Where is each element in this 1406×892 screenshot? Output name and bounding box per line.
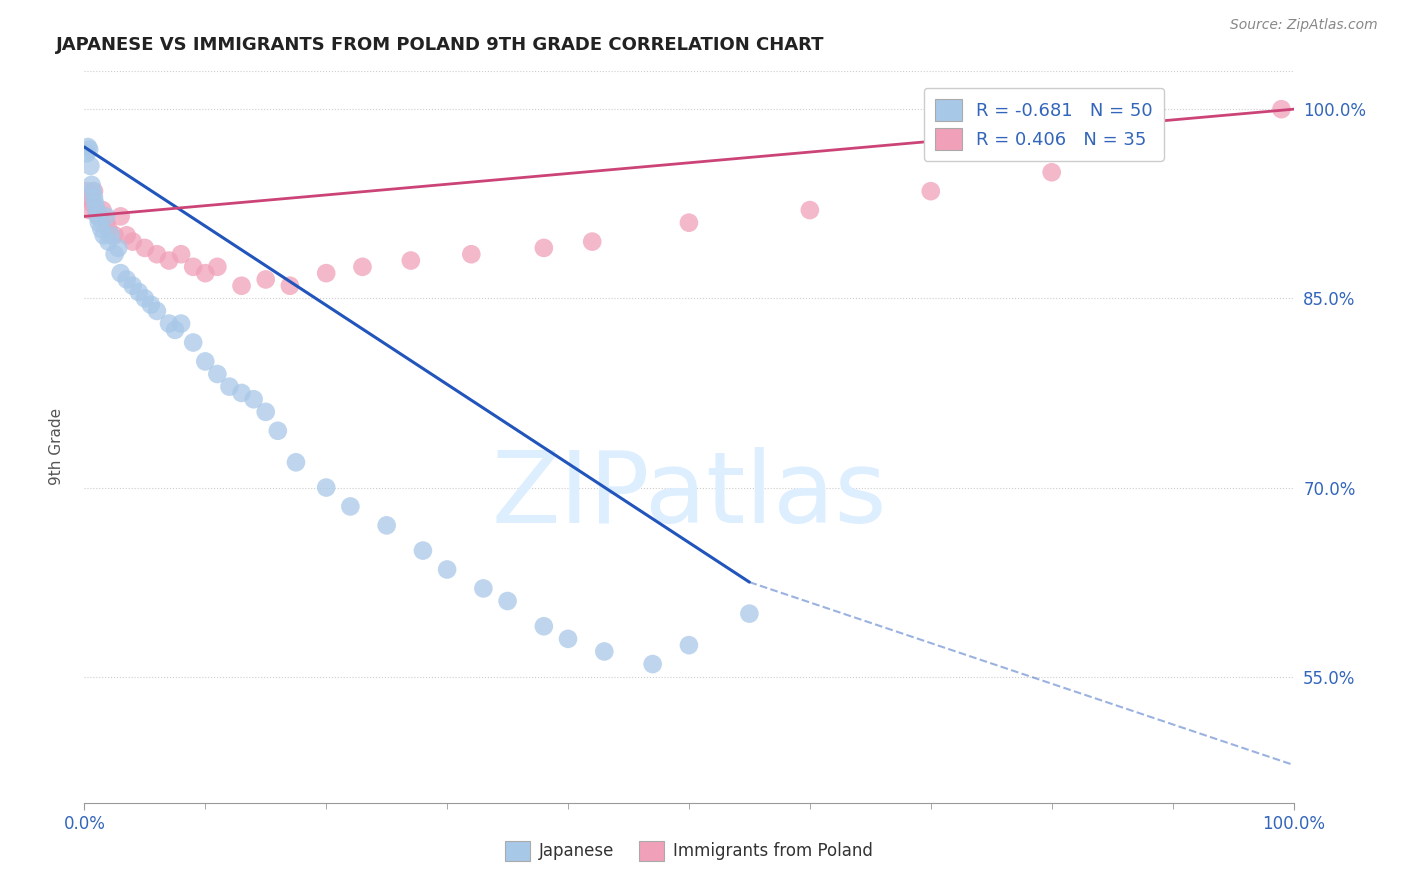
Point (79, 190, 101, 204)
Point (86, 203, 108, 218)
Text: 9th Grade: 9th Grade (49, 408, 65, 484)
Point (139, 298, 162, 312)
Point (170, 317, 193, 331)
Point (110, 210, 132, 224)
Point (194, 266, 217, 280)
Point (641, 657, 664, 671)
Point (146, 247, 169, 261)
Legend: Japanese, Immigrants from Poland: Japanese, Immigrants from Poland (499, 834, 879, 868)
Point (472, 582, 495, 596)
Point (134, 241, 156, 255)
Point (83, 190, 105, 204)
Point (738, 607, 761, 621)
Point (157, 253, 180, 268)
Point (94, 210, 117, 224)
Text: ZIPatlas: ZIPatlas (491, 447, 887, 544)
Point (170, 247, 193, 261)
Point (146, 304, 169, 318)
Point (593, 644, 616, 658)
Point (920, 184, 942, 198)
Point (207, 260, 229, 274)
Point (678, 216, 700, 230)
Point (194, 354, 217, 368)
Point (77, 143, 100, 157)
Point (107, 241, 129, 255)
Point (181, 335, 204, 350)
Point (254, 405, 277, 419)
Point (77, 140, 100, 154)
Text: Source: ZipAtlas.com: Source: ZipAtlas.com (1230, 18, 1378, 32)
Point (207, 367, 229, 381)
Point (91, 203, 114, 218)
Point (157, 317, 180, 331)
Point (134, 291, 156, 305)
Point (165, 323, 187, 337)
Point (496, 594, 519, 608)
Point (76, 146, 98, 161)
Point (285, 455, 308, 469)
Point (84, 196, 107, 211)
Point (80, 178, 103, 192)
Point (315, 481, 337, 495)
Point (104, 247, 127, 261)
Point (121, 278, 143, 293)
Point (799, 203, 821, 218)
Point (86, 203, 108, 218)
Point (557, 632, 579, 646)
Point (79, 159, 101, 173)
Point (97, 235, 120, 249)
Point (278, 278, 301, 293)
Point (97, 222, 120, 236)
Point (242, 392, 264, 407)
Point (128, 285, 150, 299)
Point (352, 260, 374, 274)
Point (87, 210, 110, 224)
Point (267, 424, 290, 438)
Point (315, 266, 337, 280)
Point (1040, 165, 1063, 179)
Point (254, 272, 277, 286)
Point (231, 278, 253, 293)
Point (218, 379, 240, 393)
Point (100, 228, 122, 243)
Point (181, 260, 204, 274)
Point (231, 386, 253, 401)
Point (90, 222, 112, 236)
Point (533, 619, 555, 633)
Point (533, 241, 555, 255)
Point (77, 203, 100, 218)
Point (94, 216, 117, 230)
Point (399, 253, 422, 268)
Point (87, 216, 110, 230)
Point (339, 500, 361, 514)
Point (86, 210, 108, 224)
Point (375, 518, 398, 533)
Point (678, 638, 700, 652)
Text: JAPANESE VS IMMIGRANTS FROM POLAND 9TH GRADE CORRELATION CHART: JAPANESE VS IMMIGRANTS FROM POLAND 9TH G… (56, 36, 825, 54)
Point (1270, 102, 1292, 116)
Point (82, 196, 104, 211)
Point (110, 266, 132, 280)
Point (104, 228, 127, 243)
Point (460, 247, 482, 261)
Point (581, 235, 603, 249)
Point (412, 543, 434, 558)
Point (83, 184, 105, 198)
Point (93, 228, 115, 243)
Point (115, 272, 138, 286)
Point (76, 184, 98, 198)
Point (121, 235, 143, 249)
Point (436, 562, 458, 576)
Point (82, 184, 104, 198)
Point (115, 228, 138, 243)
